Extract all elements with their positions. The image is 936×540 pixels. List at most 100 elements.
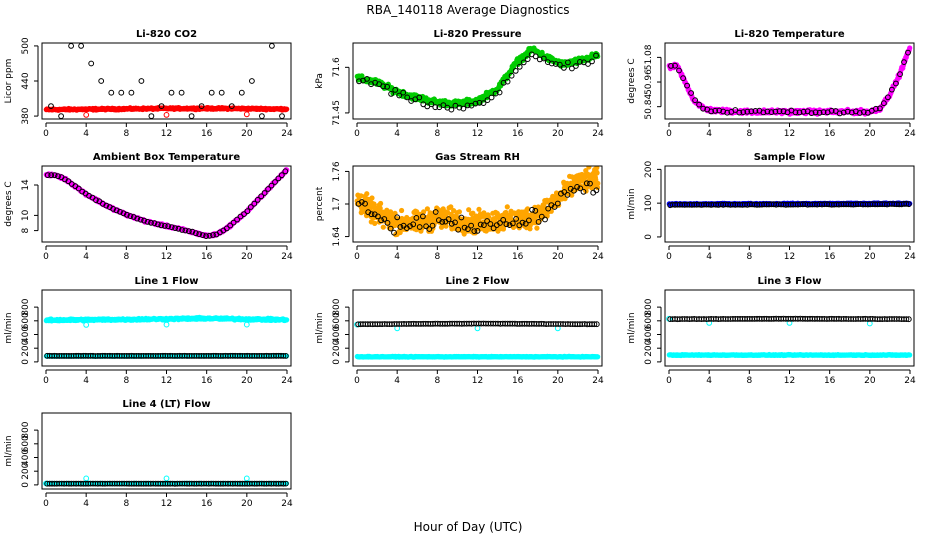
data-point: [885, 94, 891, 101]
data-point: [387, 225, 394, 232]
data-point: [594, 170, 600, 176]
data-point: [593, 187, 600, 194]
data-point: [384, 83, 391, 90]
data-point: [595, 354, 601, 360]
data-point: [587, 180, 593, 187]
data-point: [155, 221, 161, 228]
plot-frame: [352, 289, 603, 367]
data-point: [228, 103, 235, 109]
data-point: [182, 227, 189, 234]
data-point: [391, 229, 397, 236]
x-tick-label: 0: [666, 129, 672, 139]
y-tick-label: 380: [21, 107, 31, 124]
data-point: [513, 216, 519, 222]
data-point: [696, 101, 702, 108]
data-point: [103, 202, 110, 209]
data-point: [720, 108, 727, 115]
data-point: [820, 109, 827, 115]
data-point: [545, 205, 552, 212]
chart-ylabel: percent: [315, 186, 325, 221]
chart-title: Li-820 Pressure: [433, 29, 521, 40]
data-point: [472, 100, 479, 107]
data-point: [278, 172, 285, 179]
data-point: [780, 108, 787, 115]
data-point: [113, 207, 120, 214]
data-point: [480, 100, 487, 106]
chart-title: Line 3 Flow: [758, 276, 822, 287]
data-point: [148, 113, 155, 119]
x-tick-label: 8: [434, 376, 440, 386]
x-tick-label: 12: [472, 129, 483, 139]
data-point: [551, 204, 558, 210]
data-point: [534, 225, 540, 231]
data-point: [158, 103, 165, 109]
data-point: [48, 172, 55, 179]
data-point: [223, 225, 230, 232]
data-point: [676, 67, 682, 74]
data-point: [471, 228, 478, 235]
data-point: [179, 227, 185, 233]
data-point: [488, 94, 495, 101]
data-series: [356, 51, 599, 113]
data-point: [48, 103, 54, 109]
data-point: [484, 218, 491, 224]
data-point: [569, 65, 575, 72]
chart-ylabel: ml/min: [4, 312, 14, 343]
data-point: [595, 180, 601, 186]
plot-frame: [41, 165, 292, 243]
y-tick-label: 0: [644, 234, 654, 240]
plot-frame: [664, 42, 915, 120]
data-point: [265, 186, 272, 192]
data-point: [148, 219, 154, 226]
x-tick-label: 24: [904, 252, 916, 262]
data-point: [586, 166, 592, 170]
data-point: [440, 102, 447, 108]
y-tick-label: 200: [21, 339, 31, 356]
data-point: [378, 217, 385, 224]
y-tick-label: 100: [644, 194, 654, 211]
data-point: [199, 232, 206, 239]
x-tick-label: 8: [434, 129, 440, 139]
y-tick-label: 71.6: [332, 57, 342, 77]
plot-area: [666, 45, 913, 117]
data-point: [508, 212, 514, 218]
data-point: [542, 216, 548, 223]
y-tick-label: 10: [21, 209, 31, 221]
data-point: [118, 89, 125, 96]
data-point: [272, 179, 278, 185]
x-tick-label: 0: [43, 129, 49, 139]
data-series: [668, 49, 911, 117]
data-point: [808, 110, 815, 116]
data-point: [456, 209, 462, 215]
y-tick-label: 600: [21, 312, 31, 329]
data-point: [428, 101, 435, 108]
x-tick-label: 20: [864, 129, 876, 139]
x-tick-label: 16: [824, 252, 836, 262]
plot-area: [354, 320, 601, 360]
data-point: [881, 100, 887, 107]
plot-area: [43, 167, 290, 240]
plot-area: [354, 166, 601, 238]
data-point: [436, 217, 442, 224]
data-point: [163, 321, 170, 328]
data-point: [432, 104, 439, 111]
data-point: [44, 172, 51, 179]
data-point: [377, 205, 383, 211]
data-point: [573, 63, 579, 69]
data-point: [732, 107, 739, 113]
x-tick-label: 0: [354, 129, 360, 139]
data-point: [448, 220, 455, 227]
data-point: [138, 78, 145, 84]
data-point: [268, 182, 275, 189]
data-point: [282, 353, 289, 359]
data-point: [279, 113, 285, 119]
chart-ylabel: ml/min: [627, 312, 637, 343]
x-tick-label: 24: [592, 129, 604, 139]
data-point: [474, 228, 481, 234]
data-point: [593, 321, 600, 328]
data-point: [680, 75, 686, 82]
y-tick-label: 400: [21, 326, 31, 343]
data-point: [249, 78, 255, 84]
data-point: [203, 233, 210, 240]
figure-title: RBA_140118 Average Diagnostics: [366, 3, 569, 17]
